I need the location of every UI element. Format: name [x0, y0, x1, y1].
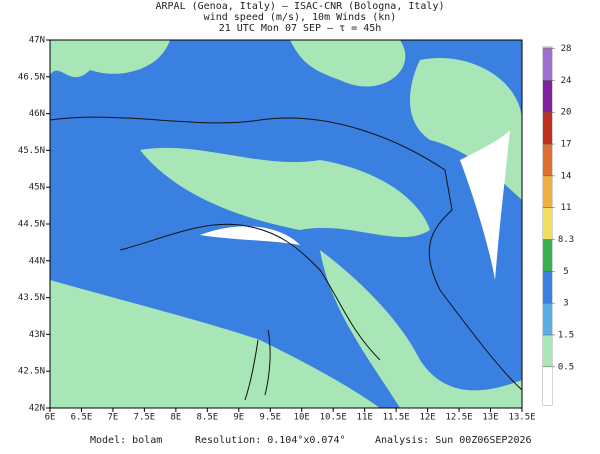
- colorbar-bin: [543, 48, 552, 81]
- colorbar-label: 17: [561, 140, 572, 150]
- colorbar-bin: [543, 175, 552, 208]
- colorbar-bin: [543, 80, 552, 113]
- x-tick-label: 9.5E: [259, 413, 281, 423]
- y-tick-label: 46.5N: [18, 72, 45, 82]
- colorbar-bin: [543, 366, 552, 405]
- colorbar-bin: [543, 334, 552, 367]
- x-tick-label: 10E: [294, 413, 310, 423]
- x-tick-label: 9E: [233, 413, 244, 423]
- x-tick-label: 12E: [419, 413, 435, 423]
- y-tick-label: 45.5N: [18, 146, 45, 156]
- y-tick-label: 43N: [29, 330, 45, 340]
- y-tick-label: 43.5N: [18, 293, 45, 303]
- colorbar-bin: [543, 303, 552, 335]
- y-tick-label: 44N: [29, 256, 45, 266]
- x-tick-label: 11.5E: [383, 413, 410, 423]
- colorbar-label: 1.5: [558, 330, 574, 340]
- x-tick-label: 12.5E: [446, 413, 473, 423]
- footer-resolution: Resolution: 0.104°x0.074°: [195, 435, 346, 446]
- x-tick-label: 8.5E: [196, 413, 218, 423]
- colorbar-label: 8.3: [558, 235, 574, 245]
- colorbar-bin: [543, 112, 552, 145]
- y-tick-label: 42.5N: [18, 367, 45, 377]
- x-tick-label: 6E: [45, 413, 56, 423]
- colorbar-label: 3: [563, 299, 568, 309]
- colorbar-label: 24: [561, 76, 572, 86]
- colorbar-label: 14: [561, 171, 572, 181]
- x-tick-label: 8E: [170, 413, 181, 423]
- y-tick-label: 44.5N: [18, 220, 45, 230]
- x-tick-label: 13.5E: [508, 413, 535, 423]
- title-line: wind speed (m/s), 10m Winds (kn): [204, 12, 397, 23]
- colorbar-label: 5: [563, 267, 568, 277]
- x-tick-label: 11E: [357, 413, 373, 423]
- y-tick-label: 42N: [29, 404, 45, 414]
- colorbar-bin: [543, 207, 552, 240]
- footer-analysis: Analysis: Sun 00Z06SEP2026: [375, 435, 532, 446]
- colorbar-label: 0.5: [558, 362, 574, 372]
- colorbar-bin: [543, 144, 552, 176]
- colorbar-bin: [543, 271, 552, 304]
- colorbar-label: 20: [561, 108, 572, 118]
- x-tick-label: 7E: [108, 413, 119, 423]
- title-line: 21 UTC Mon 07 SEP — τ = 45h: [219, 23, 382, 34]
- map-field: [49, 40, 523, 408]
- x-tick-label: 6.5E: [71, 413, 93, 423]
- x-tick-label: 13E: [482, 413, 498, 423]
- colorbar-label: 28: [561, 44, 572, 54]
- y-tick-label: 47N: [29, 36, 45, 46]
- x-tick-label: 10.5E: [320, 413, 347, 423]
- colorbar-bin: [543, 47, 552, 49]
- y-tick-label: 46N: [29, 109, 45, 119]
- y-tick-label: 45N: [29, 183, 45, 193]
- footer-model: Model: bolam: [90, 435, 162, 446]
- colorbar-label: 11: [561, 203, 572, 213]
- title-line: ARPAL (Genoa, Italy) — ISAC-CNR (Bologna…: [156, 1, 445, 12]
- x-tick-label: 7.5E: [134, 413, 156, 423]
- colorbar-bin: [543, 239, 552, 272]
